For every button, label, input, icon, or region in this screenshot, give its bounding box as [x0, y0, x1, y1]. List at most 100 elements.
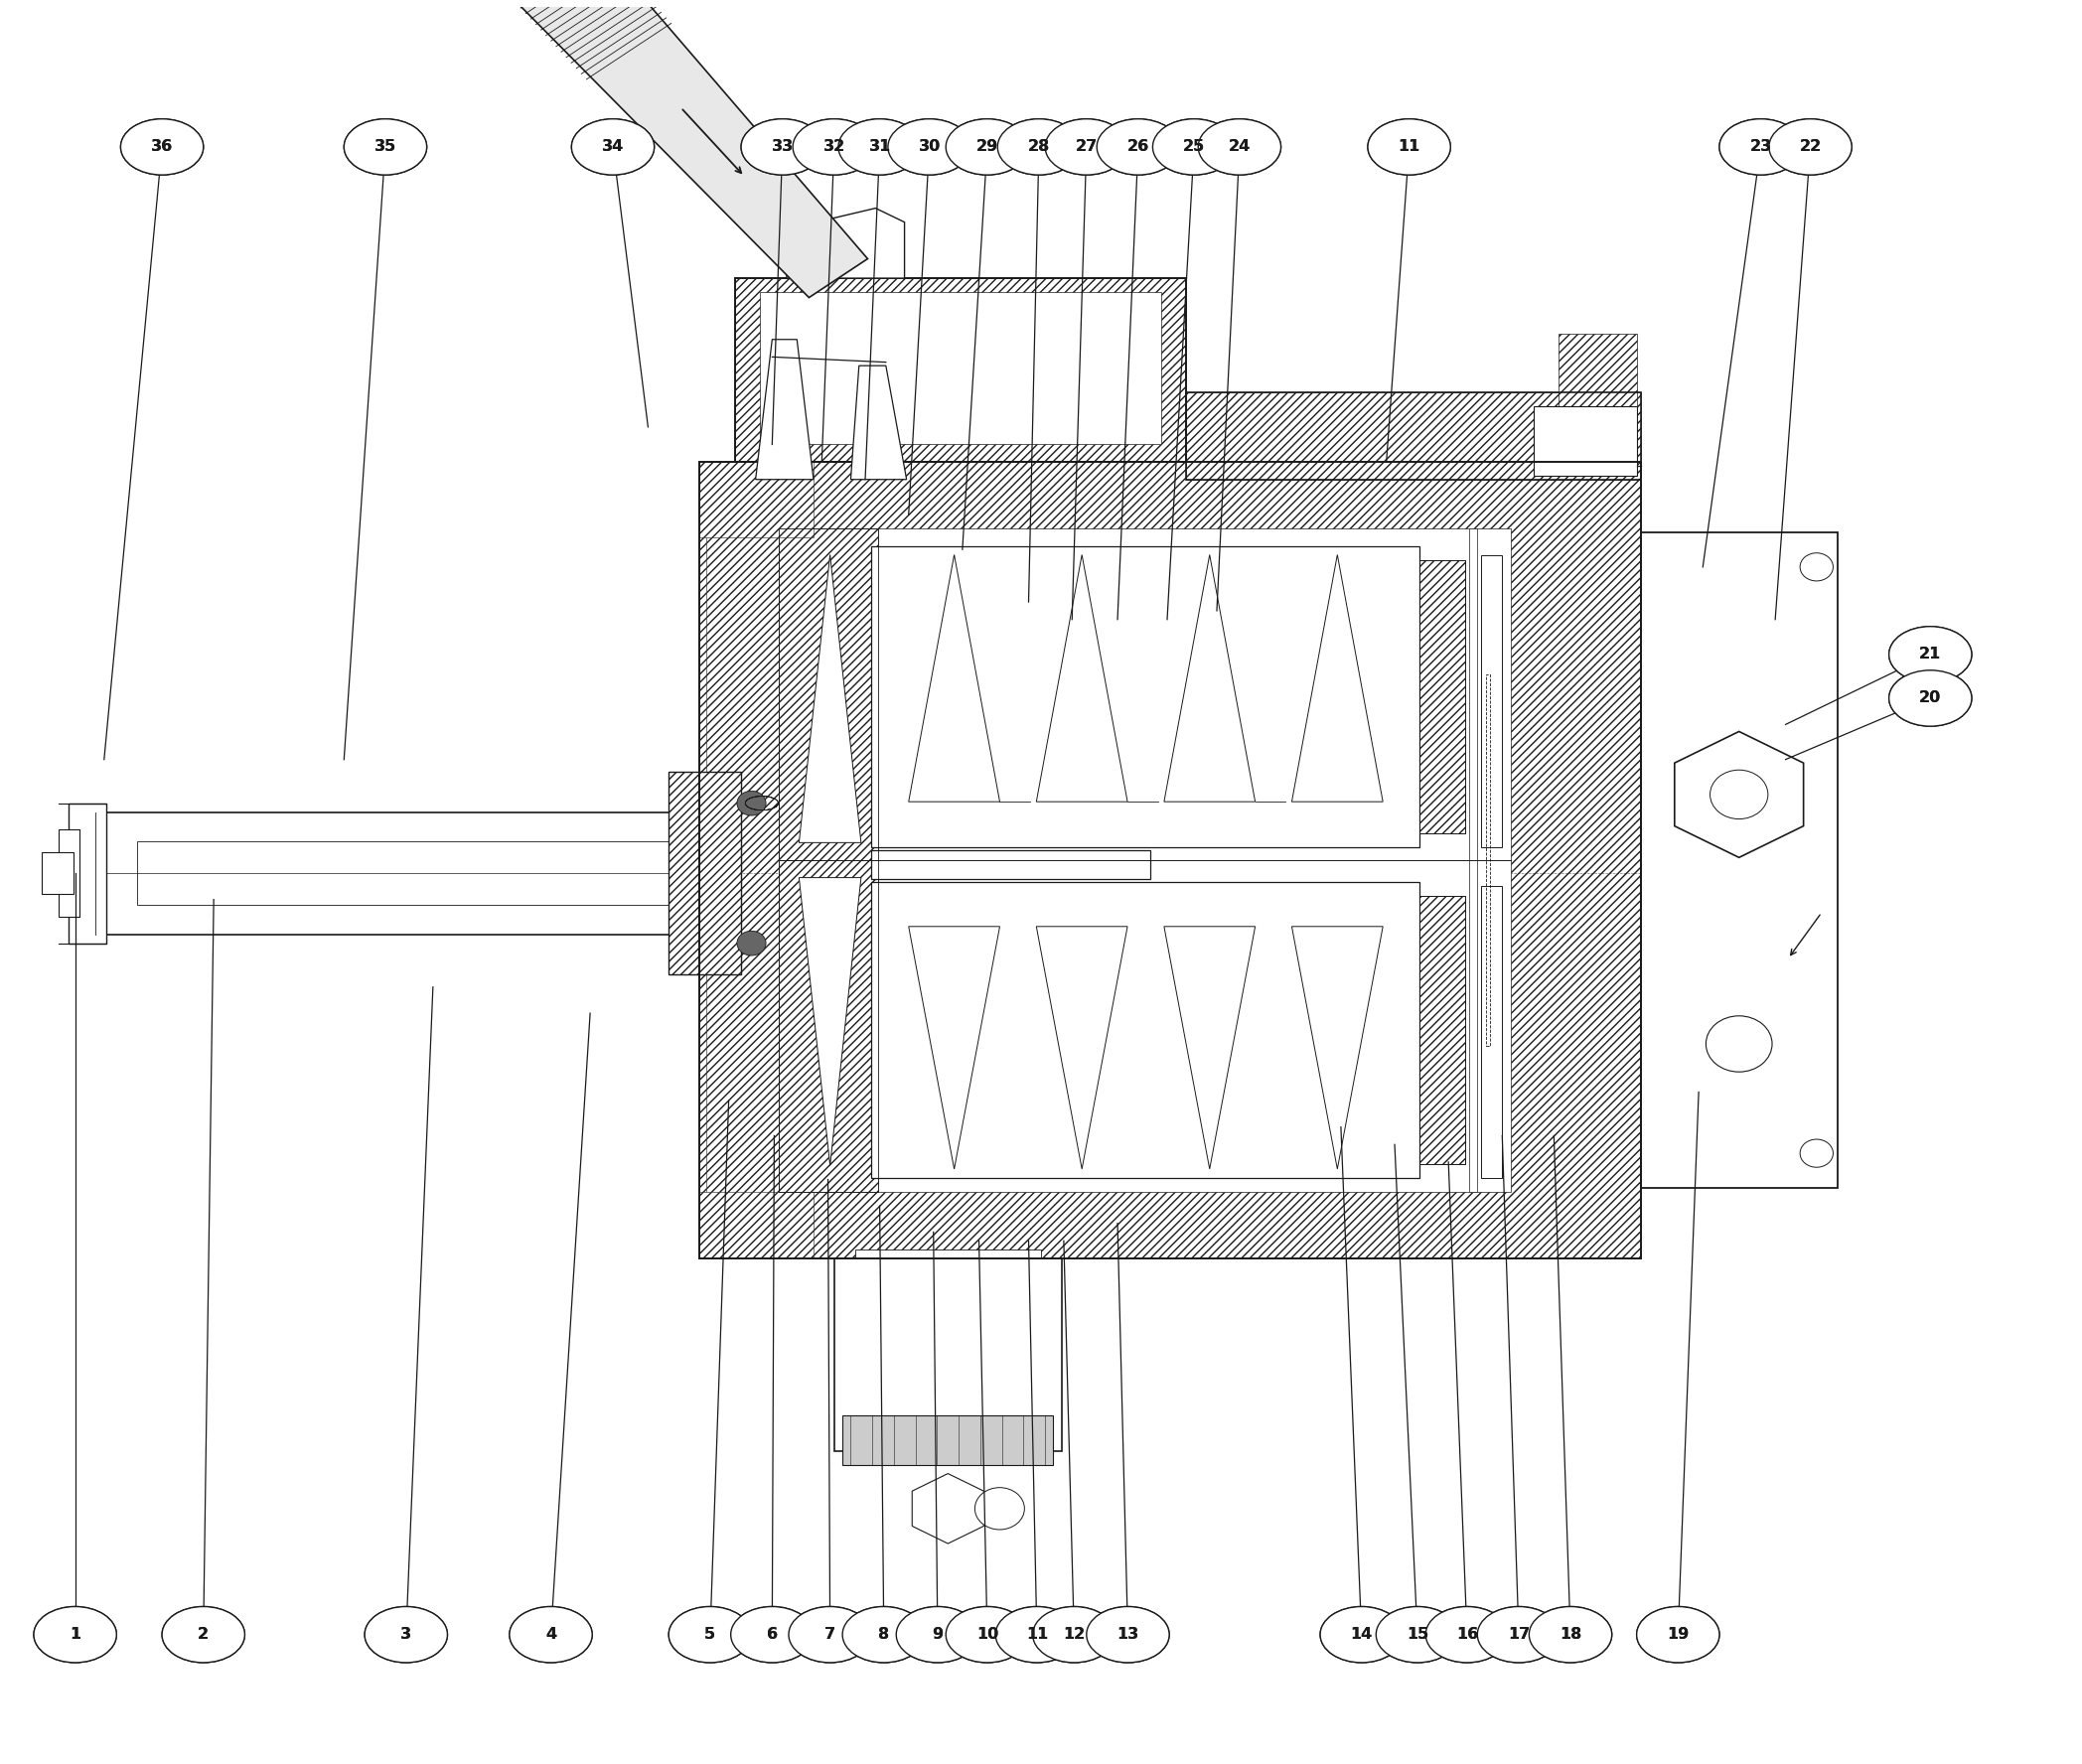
Polygon shape [1164, 926, 1255, 1170]
Text: 23: 23 [1749, 139, 1772, 155]
Text: 34: 34 [602, 139, 625, 155]
Text: 17: 17 [1507, 1626, 1530, 1642]
Bar [700, 462, 1641, 1258]
Text: 21: 21 [1920, 647, 1940, 662]
Ellipse shape [162, 1607, 246, 1663]
Text: 9: 9 [933, 1626, 943, 1642]
Ellipse shape [1888, 626, 1972, 683]
Polygon shape [1674, 732, 1803, 857]
Text: 24: 24 [1228, 139, 1251, 155]
Ellipse shape [1097, 118, 1180, 175]
Bar [1532, 406, 1636, 476]
Text: 32: 32 [822, 139, 845, 155]
Text: 30: 30 [918, 139, 941, 155]
Ellipse shape [33, 1607, 117, 1663]
Bar [706, 462, 779, 1258]
Text: 31: 31 [868, 139, 891, 155]
Ellipse shape [121, 118, 204, 175]
Text: 22: 22 [1799, 139, 1822, 155]
Ellipse shape [1153, 118, 1235, 175]
Text: 2: 2 [198, 1626, 208, 1642]
Text: 8: 8 [879, 1626, 889, 1642]
Ellipse shape [1426, 1607, 1509, 1663]
Text: 16: 16 [1455, 1626, 1478, 1642]
Text: 32: 32 [822, 139, 845, 155]
Ellipse shape [121, 118, 204, 175]
Ellipse shape [1368, 118, 1451, 175]
Bar [735, 279, 1187, 462]
Polygon shape [1291, 554, 1382, 801]
Bar [872, 547, 1420, 847]
Ellipse shape [364, 1607, 448, 1663]
Text: 4: 4 [545, 1626, 556, 1642]
Ellipse shape [668, 1607, 752, 1663]
Ellipse shape [1528, 1607, 1611, 1663]
Bar [872, 850, 1151, 878]
Ellipse shape [887, 118, 970, 175]
Ellipse shape [995, 1607, 1078, 1663]
Bar [872, 882, 1420, 1178]
Bar [1420, 896, 1466, 1164]
Text: 28: 28 [1029, 139, 1049, 155]
Ellipse shape [945, 1607, 1029, 1663]
Ellipse shape [741, 118, 824, 175]
Bar [1482, 556, 1503, 847]
Text: 29: 29 [976, 139, 997, 155]
Text: 33: 33 [772, 139, 793, 155]
Text: 19: 19 [1668, 1626, 1689, 1642]
Text: 1: 1 [69, 1626, 81, 1642]
Ellipse shape [162, 1607, 246, 1663]
Ellipse shape [995, 1607, 1078, 1663]
Bar [1641, 533, 1836, 1189]
Text: 12: 12 [1064, 1626, 1085, 1642]
Ellipse shape [1528, 1607, 1611, 1663]
Text: 24: 24 [1228, 139, 1251, 155]
Polygon shape [1291, 926, 1382, 1170]
Circle shape [1705, 1016, 1772, 1073]
Ellipse shape [1770, 118, 1851, 175]
Ellipse shape [839, 118, 920, 175]
Text: 8: 8 [879, 1626, 889, 1642]
Text: 15: 15 [1405, 1626, 1428, 1642]
Bar [760, 293, 1162, 445]
Text: 21: 21 [1920, 647, 1940, 662]
Text: 17: 17 [1507, 1626, 1530, 1642]
Text: 3: 3 [400, 1626, 412, 1642]
Text: 29: 29 [976, 139, 997, 155]
Text: 9: 9 [933, 1626, 943, 1642]
Text: 15: 15 [1405, 1626, 1428, 1642]
Text: 25: 25 [1183, 139, 1205, 155]
Ellipse shape [573, 118, 654, 175]
Text: 27: 27 [1076, 139, 1097, 155]
Ellipse shape [1636, 1607, 1720, 1663]
Text: 13: 13 [1116, 1626, 1139, 1642]
Ellipse shape [731, 1607, 814, 1663]
Bar [856, 1249, 1041, 1258]
Text: 10: 10 [976, 1626, 997, 1642]
Text: 19: 19 [1668, 1626, 1689, 1642]
Polygon shape [1164, 554, 1255, 801]
Ellipse shape [997, 118, 1081, 175]
Text: 11: 11 [1026, 1626, 1047, 1642]
Text: 14: 14 [1351, 1626, 1372, 1642]
Bar [779, 861, 879, 1192]
Text: 12: 12 [1064, 1626, 1085, 1642]
Bar [1420, 896, 1466, 1164]
Bar [843, 1416, 1053, 1464]
Bar [700, 1192, 814, 1258]
Polygon shape [908, 926, 999, 1170]
Text: 33: 33 [772, 139, 793, 155]
Ellipse shape [997, 118, 1081, 175]
Ellipse shape [895, 1607, 979, 1663]
Circle shape [737, 790, 766, 815]
Ellipse shape [1376, 1607, 1459, 1663]
Text: 7: 7 [824, 1626, 835, 1642]
Ellipse shape [1045, 118, 1128, 175]
Ellipse shape [843, 1607, 924, 1663]
Text: 16: 16 [1455, 1626, 1478, 1642]
Ellipse shape [887, 118, 970, 175]
Text: 11: 11 [1399, 139, 1420, 155]
Polygon shape [912, 1473, 985, 1544]
Bar [700, 462, 1641, 1258]
Ellipse shape [1770, 118, 1851, 175]
